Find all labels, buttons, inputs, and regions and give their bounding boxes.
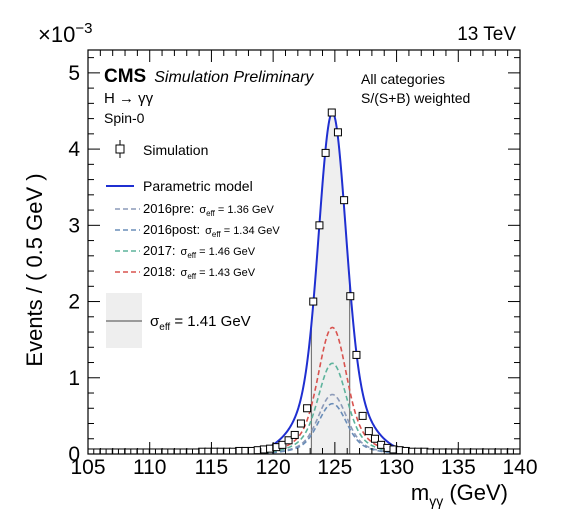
simulation-point [512,448,520,454]
x-tick-label: 140 [502,456,537,479]
x-tick-label: 105 [70,456,105,479]
series-line-2018 [88,326,520,454]
legend-year-sigma: σeff = 1.34 GeV [205,225,280,239]
weighting-label: S/(S+B) weighted [361,90,470,106]
simulation-point [321,148,330,157]
cms-label: CMS Simulation Preliminary [104,66,314,87]
simulation-point [358,411,367,420]
energy-label: 13 TeV [457,24,516,45]
simulation-point [296,419,305,428]
y-exponent-label: ×10−3 [38,20,92,47]
simulation-point [315,221,324,230]
axis-ticks: 105 110 115 120 125 130 135 140 0 1 2 3 4 5 [68,50,538,479]
process-label: H → γγ [104,90,154,107]
simulation-point [346,292,355,301]
simulation-point [290,430,299,439]
sigma-eff-band [311,112,350,454]
series-line-parametric-model [88,111,520,454]
simulation-point [327,108,336,117]
simulation-point [278,440,287,449]
legend: Simulation Parametric model 2016pre: σeff… [106,140,280,348]
x-tick-label: 135 [441,456,476,479]
legend-year-label: 2016pre: [143,201,194,216]
simulation-point [309,297,318,306]
legend-simulation-label: Simulation [143,142,208,158]
y-tick-label: 2 [68,291,80,314]
simulation-point [340,196,349,205]
plot-content [88,108,520,454]
simulation-point [284,436,293,445]
y-tick-label: 3 [68,214,80,237]
legend-simulation-marker [115,140,125,158]
x-axis-title: mγγ (GeV) [411,480,508,509]
y-tick-label: 4 [68,138,80,161]
legend-year-label: 2016post: [143,222,200,237]
legend-year-sigma: σeff = 1.36 GeV [199,204,274,218]
legend-model-label: Parametric model [143,178,253,194]
simulation-point [303,404,312,413]
x-tick-label: 120 [256,456,291,479]
categories-label: All categories [361,71,445,87]
legend-year-sigma: σeff = 1.46 GeV [181,246,256,260]
legend-year-label: 2018: [143,264,176,279]
legend-years: 2016pre: σeff = 1.36 GeV 2016post: σeff = 1… [115,201,280,281]
legend-overall-sigma: σeff = 1.41 GeV [150,313,251,333]
x-tick-label: 125 [317,456,352,479]
plot-frame [87,49,521,455]
x-tick-label: 130 [379,456,414,479]
simulation-point [352,350,361,359]
simulation-point [333,128,342,137]
legend-year-label: 2017: [143,243,176,258]
y-axis-title: Events / ( 0.5 GeV ) [22,173,47,366]
simulation-point [370,434,379,443]
y-tick-label: 0 [68,443,80,466]
x-tick-label: 115 [195,456,228,479]
y-tick-label: 5 [68,62,80,85]
spin-label: Spin-0 [104,110,145,126]
x-tick-label: 110 [133,456,166,479]
y-tick-label: 1 [68,367,80,390]
simulation-point [364,427,373,436]
legend-year-sigma: σeff = 1.43 GeV [181,267,256,281]
